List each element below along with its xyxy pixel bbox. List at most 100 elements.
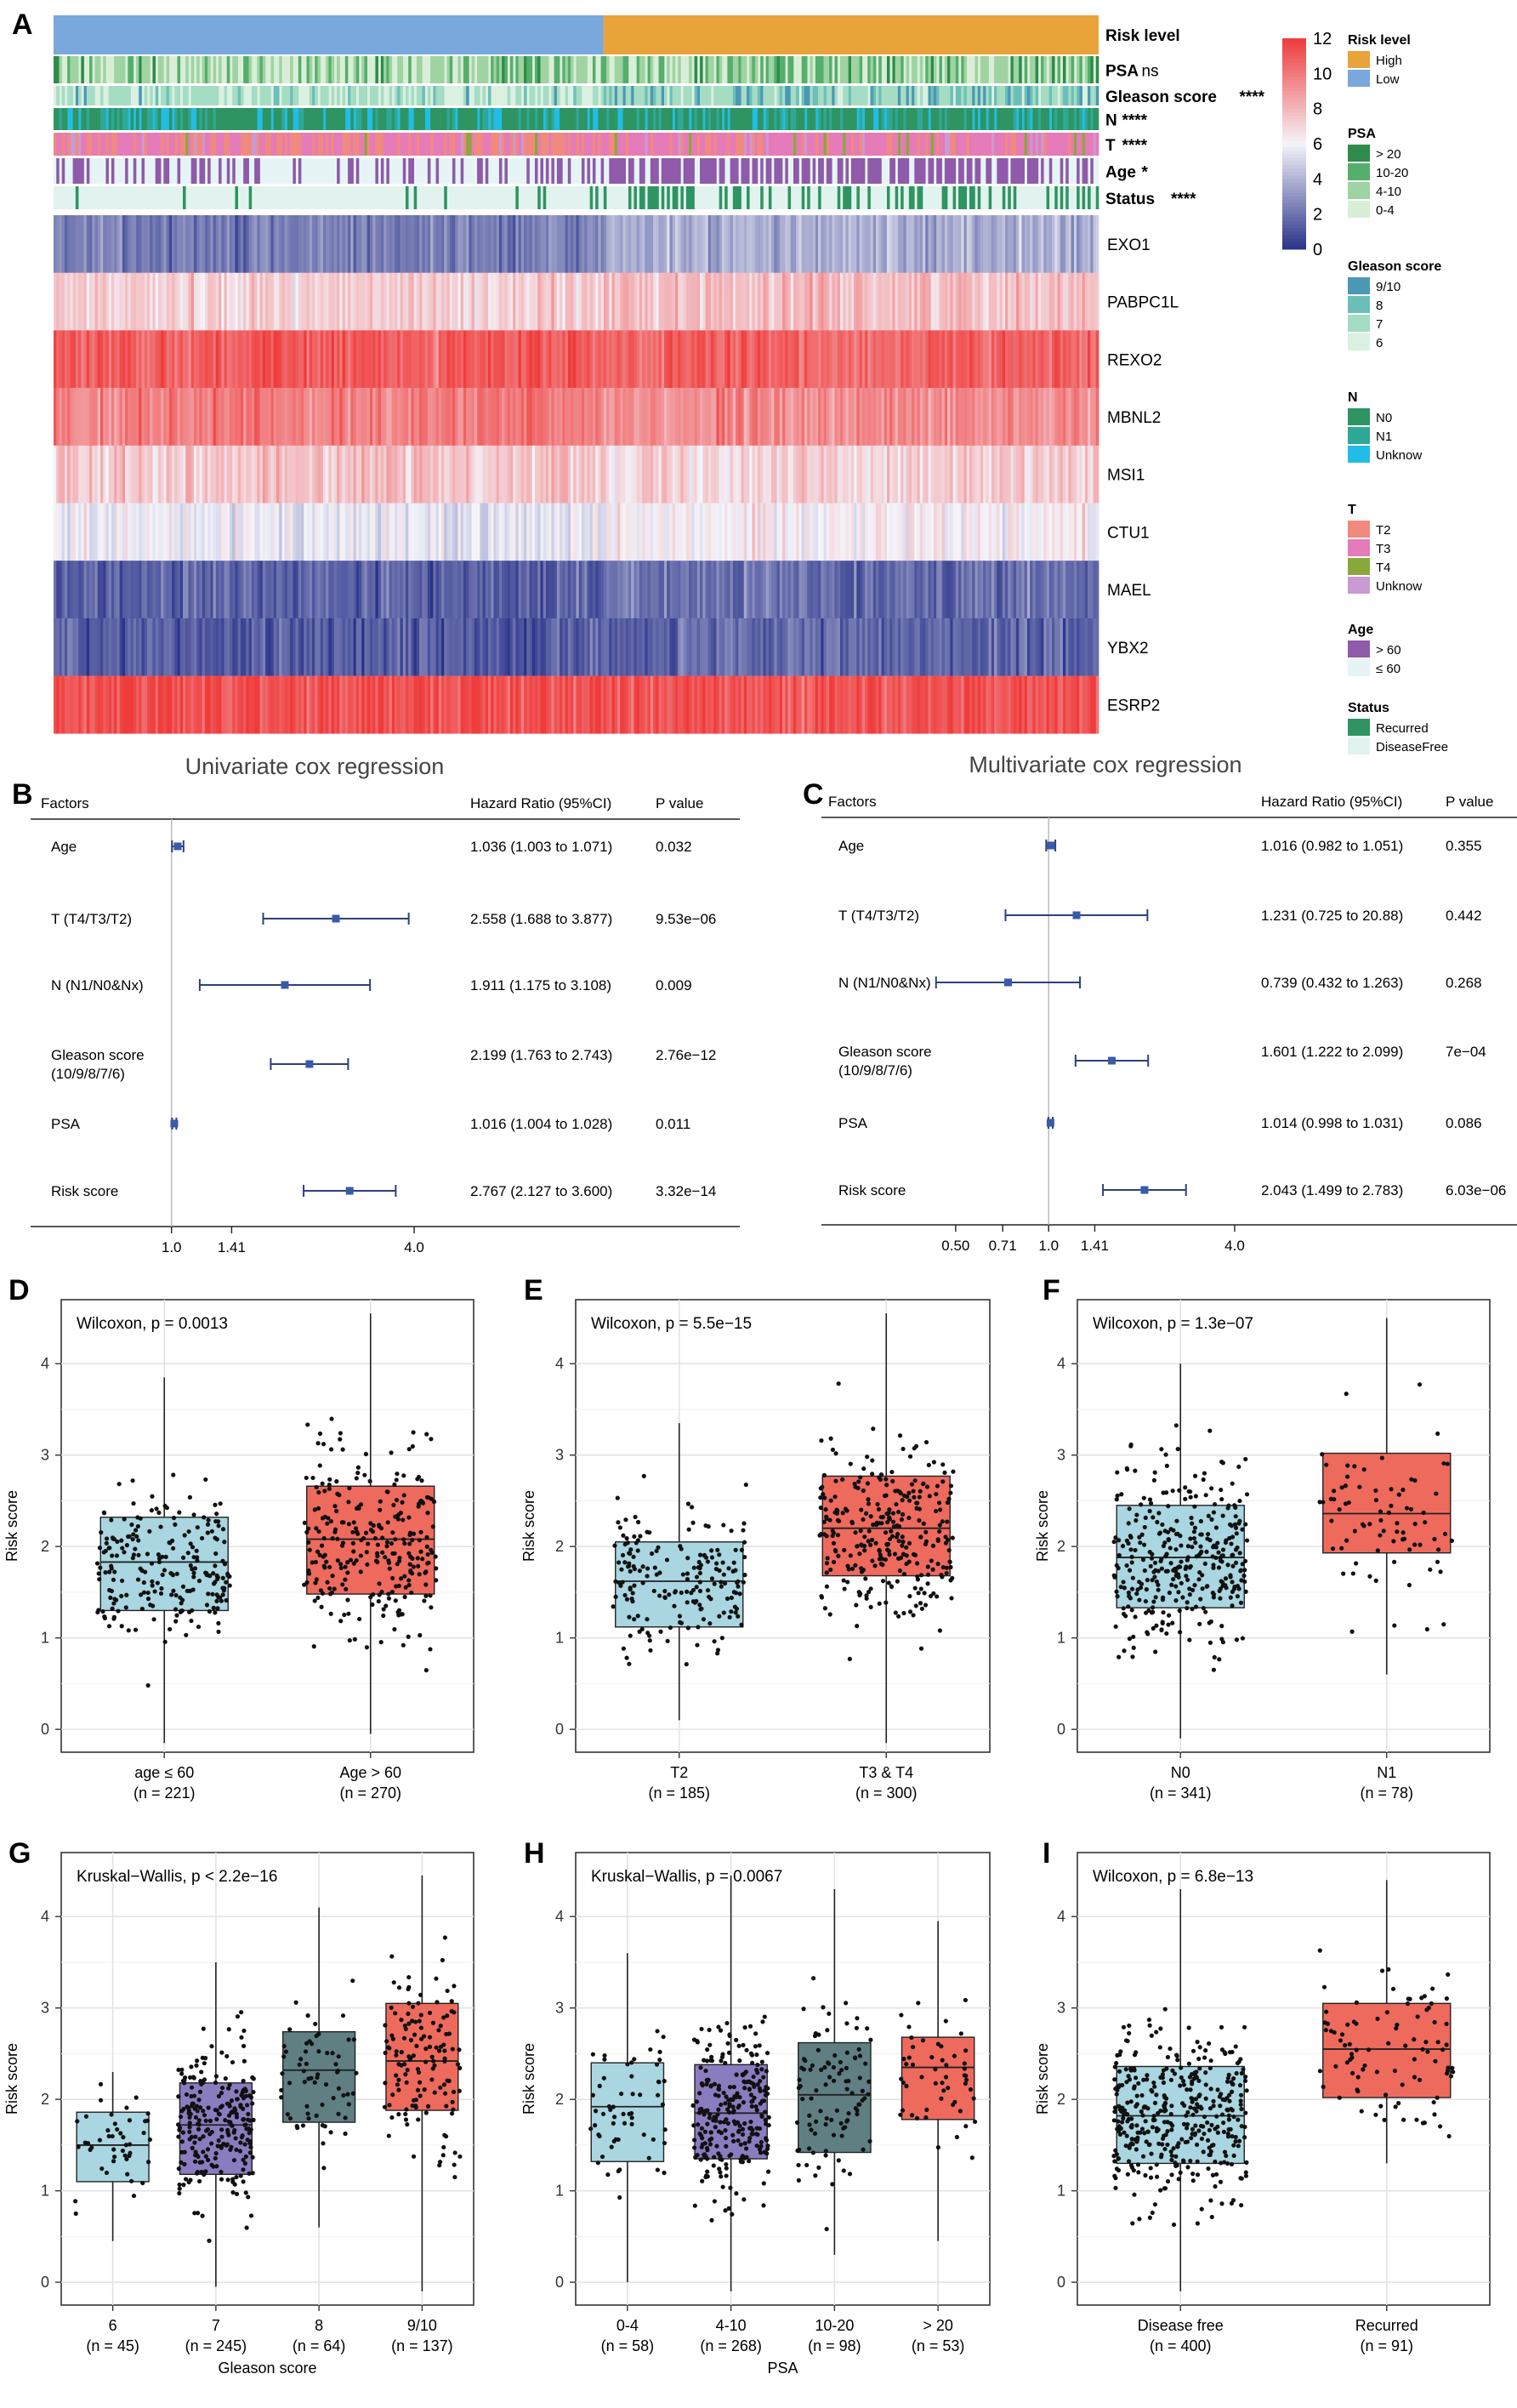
colorbar-tick-label: 6 <box>1313 135 1322 154</box>
heatmap-cell <box>298 215 302 273</box>
annotation-cell <box>86 108 90 130</box>
annotation-cell <box>1060 186 1064 209</box>
heatmap-cell <box>936 445 940 504</box>
heatmap-cell <box>1037 445 1042 504</box>
heatmap-cell <box>674 215 679 273</box>
data-point <box>310 1560 315 1565</box>
heatmap-cell <box>163 503 168 561</box>
heatmap-cell <box>598 215 602 273</box>
heatmap-cell <box>67 215 71 273</box>
data-point <box>398 1576 404 1581</box>
annotation-cell <box>54 133 57 156</box>
heatmap-cell <box>75 215 79 273</box>
heatmap-cell <box>395 675 398 734</box>
annotation-cell <box>747 133 750 156</box>
heatmap-cell <box>322 445 327 504</box>
heatmap-cell <box>122 445 126 504</box>
heatmap-cell <box>870 445 874 504</box>
heatmap-cell <box>485 330 489 389</box>
heatmap-cell <box>72 561 77 619</box>
heatmap-cell <box>224 272 228 331</box>
annotation-cell <box>719 158 725 184</box>
data-point <box>353 1526 359 1531</box>
data-point <box>191 1555 196 1560</box>
data-point <box>420 1557 425 1562</box>
heatmap-cell <box>548 388 552 447</box>
heatmap-cell <box>482 561 486 619</box>
colorbar-segment <box>1282 161 1306 166</box>
heatmap-cell <box>235 503 239 561</box>
heatmap-cell <box>99 503 104 561</box>
heatmap-cell <box>584 388 588 447</box>
heatmap-cell <box>1046 561 1050 619</box>
heatmap-cell <box>312 272 315 331</box>
heatmap-cell <box>997 388 1000 447</box>
heatmap-cell <box>130 388 134 447</box>
heatmap-cell <box>779 675 783 734</box>
heatmap-cell <box>446 272 451 331</box>
heatmap-cell <box>369 445 373 504</box>
heatmap-cell <box>433 330 436 389</box>
heatmap-cell <box>433 618 436 676</box>
heatmap-cell <box>1005 503 1008 561</box>
heatmap-cell <box>667 561 670 619</box>
heatmap-cell <box>59 330 63 389</box>
heatmap-cell <box>883 330 888 389</box>
heatmap-cell <box>361 675 365 734</box>
heatmap-cell <box>408 388 412 447</box>
annotation-cell <box>886 108 893 130</box>
heatmap-cell <box>790 215 794 273</box>
annotation-cell <box>141 158 145 184</box>
heatmap-cell <box>67 330 71 389</box>
data-point <box>94 1561 100 1566</box>
heatmap-cell <box>534 503 538 561</box>
data-point <box>304 1580 310 1585</box>
annotation-cell <box>757 133 764 156</box>
heatmap-cell <box>328 272 332 331</box>
heatmap-cell <box>793 445 797 504</box>
heatmap-cell <box>444 503 447 561</box>
heatmap-cell <box>839 675 844 734</box>
annotation-cell <box>1013 86 1022 105</box>
heatmap-cell <box>1084 618 1088 676</box>
heatmap-cell <box>854 445 857 504</box>
annotation-cell <box>520 108 527 130</box>
heatmap-cell <box>395 330 398 389</box>
heatmap-cell <box>466 618 469 676</box>
heatmap-cell <box>617 503 621 561</box>
annotation-cell <box>61 133 65 156</box>
heatmap-cell <box>752 445 756 504</box>
heatmap-cell <box>763 215 767 273</box>
heatmap-cell <box>400 215 404 273</box>
heatmap-cell <box>963 272 968 331</box>
heatmap-cell <box>876 215 879 273</box>
heatmap-cell <box>850 330 855 389</box>
heatmap-cell <box>620 388 623 447</box>
heatmap-cell <box>928 215 932 273</box>
heatmap-cell <box>724 618 728 676</box>
heatmap-cell <box>265 675 269 734</box>
heatmap-cell <box>224 618 228 676</box>
heatmap-cell <box>513 215 516 273</box>
annotation-cell <box>157 56 164 83</box>
heatmap-cell <box>157 503 162 561</box>
heatmap-cell <box>466 445 469 504</box>
heatmap-cell <box>837 330 841 389</box>
heatmap-cell <box>413 675 418 734</box>
heatmap-cell <box>257 503 260 561</box>
data-point <box>379 1589 384 1595</box>
gene-label: MAEL <box>1107 582 1151 600</box>
data-point <box>338 1619 344 1624</box>
heatmap-cell <box>606 330 610 389</box>
heatmap-cell <box>826 675 830 734</box>
heatmap-cell <box>114 675 117 734</box>
annotation-cell <box>609 158 627 184</box>
heatmap-cell <box>306 388 310 447</box>
annotation-cell <box>845 133 852 156</box>
heatmap-cell <box>663 561 668 619</box>
annotation-cell <box>843 186 852 209</box>
heatmap-cell <box>411 388 415 447</box>
heatmap-cell <box>498 618 503 676</box>
heatmap-cell <box>930 675 935 734</box>
colorbar-tick-label: 12 <box>1313 30 1332 48</box>
